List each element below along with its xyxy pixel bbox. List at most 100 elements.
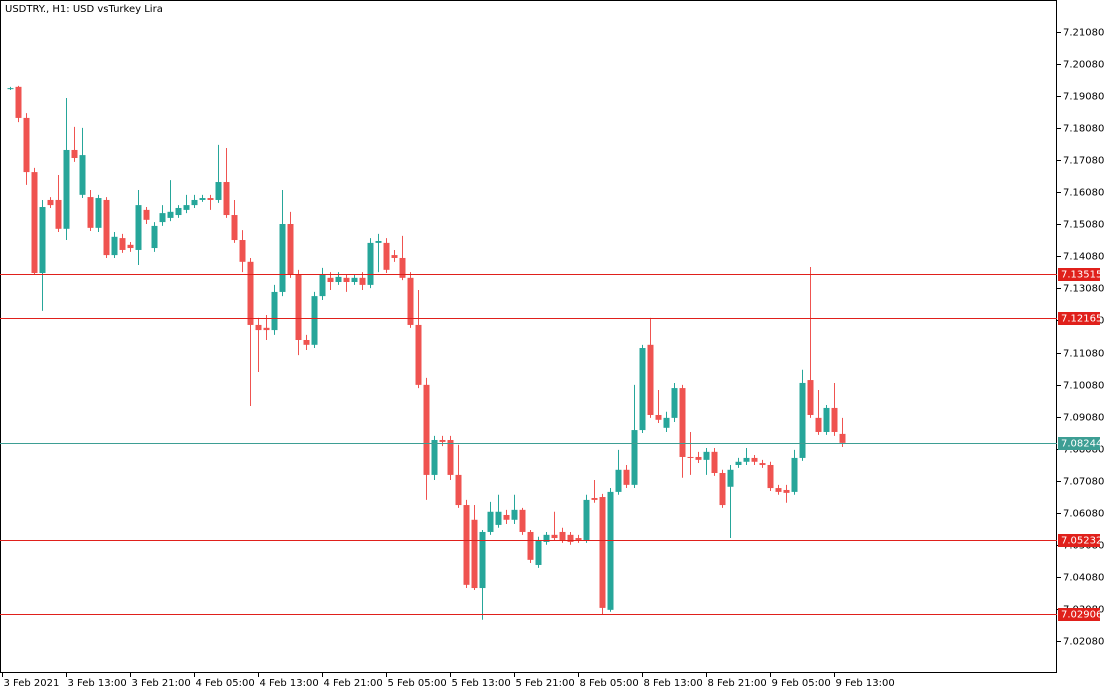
- candle-body: [607, 491, 614, 610]
- candle-body: [23, 117, 30, 173]
- candle-body: [535, 539, 542, 565]
- level-label: 7.12165: [1061, 314, 1102, 325]
- candle-body: [383, 242, 390, 270]
- candle-body: [335, 276, 342, 283]
- x-tick-label: 5 Feb 21:00: [516, 678, 575, 689]
- candle-body: [575, 538, 582, 540]
- candle-body: [567, 534, 574, 542]
- x-tick-label: 8 Feb 13:00: [644, 678, 703, 689]
- x-tick-label: 5 Feb 13:00: [452, 678, 511, 689]
- candle-body: [399, 257, 406, 278]
- candle-body: [63, 149, 70, 229]
- y-tick-label: 7.14080: [1063, 252, 1104, 263]
- candle-body: [655, 414, 662, 420]
- candle-body: [647, 344, 654, 415]
- candle-body: [239, 240, 246, 262]
- x-tick-label: 9 Feb 13:00: [836, 678, 895, 689]
- candle-body: [799, 382, 806, 458]
- level-label: 7.05232: [1061, 536, 1102, 547]
- candle-body: [359, 277, 366, 285]
- candle-body: [367, 242, 374, 285]
- candle-body: [543, 534, 550, 542]
- candle-body: [31, 172, 38, 274]
- candle-body: [639, 348, 646, 431]
- level-label: 7.13515: [1061, 270, 1102, 281]
- y-tick-label: 7.10080: [1063, 381, 1104, 392]
- x-tick-label: 8 Feb 21:00: [708, 678, 767, 689]
- candle-body: [279, 224, 286, 292]
- candle-body: [711, 451, 718, 473]
- candle-body: [95, 198, 102, 228]
- x-tick-label: 9 Feb 05:00: [772, 678, 831, 689]
- candle-body: [775, 488, 782, 492]
- candle-body: [351, 277, 358, 283]
- x-tick-label: 3 Feb 13:00: [68, 678, 127, 689]
- candle-body: [447, 439, 454, 475]
- candle-body: [287, 224, 294, 275]
- candle-body: [391, 255, 398, 258]
- x-tick-label: 3 Feb 21:00: [132, 678, 191, 689]
- x-tick-label: 4 Feb 21:00: [324, 678, 383, 689]
- x-tick-label: 3 Feb 2021: [4, 678, 60, 689]
- candle-body: [695, 456, 702, 460]
- candle-body: [71, 149, 78, 158]
- candle-body: [767, 464, 774, 489]
- candle-body: [311, 296, 318, 345]
- y-tick-label: 7.06080: [1063, 509, 1104, 520]
- candle-body: [295, 274, 302, 341]
- candle-body: [743, 457, 750, 462]
- candle-body: [127, 244, 134, 249]
- y-tick-label: 7.21080: [1063, 28, 1104, 39]
- x-tick-label: 4 Feb 13:00: [260, 678, 319, 689]
- candle-body: [199, 198, 206, 200]
- level-label-bg: [1058, 312, 1100, 325]
- candle-body: [231, 215, 238, 241]
- candle-body: [495, 511, 502, 525]
- candle-body: [751, 457, 758, 462]
- candle-body: [791, 457, 798, 492]
- candle-body: [591, 497, 598, 500]
- candle-body: [671, 388, 678, 418]
- level-label-bg: [1058, 437, 1100, 450]
- plot-frame: [0, 0, 1057, 673]
- candle-body: [615, 469, 622, 492]
- candle-body: [303, 340, 310, 345]
- y-tick-label: 7.11080: [1063, 349, 1104, 360]
- candle-body: [735, 461, 742, 465]
- candle-body: [271, 291, 278, 331]
- candle-body: [103, 199, 110, 256]
- candle-body: [39, 207, 46, 274]
- candle-body: [727, 469, 734, 487]
- y-tick-label: 7.20080: [1063, 60, 1104, 71]
- x-tick-label: 8 Feb 05:00: [580, 678, 639, 689]
- y-tick-label: 7.17080: [1063, 156, 1104, 167]
- candle-body: [79, 155, 86, 195]
- candle-body: [623, 469, 630, 485]
- candle-body: [327, 277, 334, 283]
- candle-body: [263, 327, 270, 331]
- candle-body: [319, 273, 326, 297]
- candle-body: [719, 472, 726, 506]
- candle-body: [551, 534, 558, 539]
- candle-body: [415, 324, 422, 385]
- candle-body: [527, 531, 534, 560]
- candle-body: [111, 236, 118, 256]
- candle-body: [183, 205, 190, 210]
- candle-body: [583, 499, 590, 540]
- y-tick-label: 7.04080: [1063, 573, 1104, 584]
- candle-body: [343, 277, 350, 283]
- candle-body: [519, 509, 526, 532]
- candle-body: [559, 531, 566, 540]
- x-tick-label: 4 Feb 05:00: [196, 678, 255, 689]
- candle-body: [47, 199, 54, 206]
- y-tick-label: 7.18080: [1063, 124, 1104, 135]
- level-label: 7.02906: [1061, 610, 1102, 621]
- level-label-bg: [1058, 608, 1100, 621]
- candle-body: [191, 199, 198, 206]
- candle-body: [599, 497, 606, 608]
- candle-body: [815, 417, 822, 432]
- candle-body: [679, 388, 686, 457]
- candle-body: [407, 277, 414, 325]
